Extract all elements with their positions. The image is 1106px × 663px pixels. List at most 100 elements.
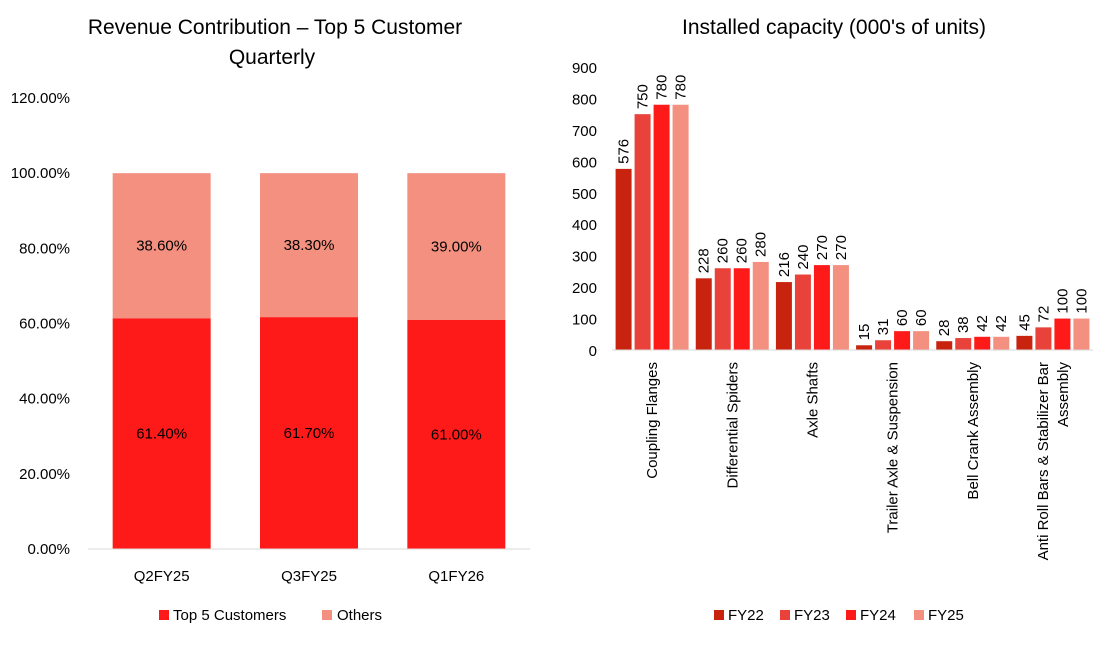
right-y-tick-label: 100 bbox=[572, 312, 597, 329]
right-bar-fy25-coupling-flanges bbox=[672, 104, 689, 350]
right-data-label: 270 bbox=[833, 235, 850, 260]
left-bar-top-5-customers-q2fy25 bbox=[112, 318, 211, 549]
left-y-tick-label: 80.00% bbox=[19, 240, 70, 257]
right-bar-fy24-coupling-flanges bbox=[653, 104, 670, 350]
left-chart-title-line-2: Quarterly bbox=[229, 46, 316, 69]
left-bar-top-5-customers-q3fy25 bbox=[260, 317, 358, 549]
left-y-axis: 0.00% 20.00% 40.00% 60.00% 80.00% 100.00% 120.… bbox=[11, 90, 70, 558]
right-x-axis: Coupling Flanges Differential Spiders Axle… bbox=[644, 362, 1072, 561]
legend-label-fy24: FY24 bbox=[860, 607, 896, 624]
right-data-label: 260 bbox=[734, 238, 751, 263]
right-y-tick-label: 0 bbox=[589, 343, 597, 360]
right-data-label: 60 bbox=[913, 309, 930, 326]
right-y-tick-label: 300 bbox=[572, 249, 597, 266]
right-legend: FY22 FY23 FY24 FY25 bbox=[714, 607, 964, 624]
right-bar-fy23-coupling-flanges bbox=[634, 114, 651, 351]
left-bar-others-q2fy25 bbox=[112, 173, 211, 319]
right-chart-title: Installed capacity (000's of units) bbox=[682, 16, 986, 39]
legend-swatch-fy22 bbox=[714, 610, 724, 620]
right-data-label: 780 bbox=[654, 75, 671, 100]
right-bar-fy25-trailer-axle-suspension bbox=[913, 331, 930, 350]
right-data-label: 750 bbox=[635, 84, 652, 109]
right-bar-fy23-anti-roll-bars-stabilizer-bar-assembly bbox=[1035, 327, 1052, 350]
right-data-label: 45 bbox=[1016, 314, 1033, 331]
left-y-tick-label: 20.00% bbox=[19, 466, 70, 483]
right-y-tick-label: 700 bbox=[572, 123, 597, 140]
right-y-tick-label: 400 bbox=[572, 217, 597, 234]
left-bars: 61.40% 38.60% 61.70% 38.30% 61.00% 39.00% bbox=[112, 173, 506, 549]
right-data-label: 60 bbox=[894, 309, 911, 326]
right-y-tick-label: 800 bbox=[572, 91, 597, 108]
right-data-label: 260 bbox=[715, 238, 732, 263]
legend-swatch-fy23 bbox=[780, 610, 790, 620]
right-data-label: 576 bbox=[616, 139, 633, 164]
right-bar-fy25-bell-crank-assembly bbox=[993, 336, 1010, 350]
left-y-tick-label: 0.00% bbox=[27, 541, 70, 558]
left-bar-top-5-customers-q1fy26 bbox=[407, 319, 506, 549]
legend-label-others: Others bbox=[337, 607, 382, 624]
right-data-label: 28 bbox=[936, 320, 953, 337]
right-data-label: 280 bbox=[753, 232, 770, 257]
right-bar-fy24-differential-spiders bbox=[733, 268, 750, 350]
left-data-label: 38.30% bbox=[284, 237, 335, 254]
left-data-label: 61.00% bbox=[431, 426, 482, 443]
right-data-label: 38 bbox=[955, 316, 972, 333]
right-x-tick-label: Axle Shafts bbox=[804, 362, 821, 438]
right-x-tick-label: Differential Spiders bbox=[724, 362, 741, 488]
legend-label-fy22: FY22 bbox=[728, 607, 764, 624]
right-bar-fy23-differential-spiders bbox=[714, 268, 731, 350]
right-bar-fy23-axle-shafts bbox=[794, 274, 811, 350]
right-bar-fy22-bell-crank-assembly bbox=[936, 341, 953, 350]
right-bar-fy22-differential-spiders bbox=[695, 278, 712, 350]
legend-swatch-top5 bbox=[159, 610, 169, 620]
right-y-tick-label: 900 bbox=[572, 60, 597, 77]
right-data-label: 42 bbox=[993, 315, 1010, 332]
right-data-label: 72 bbox=[1035, 306, 1052, 323]
left-data-label: 38.60% bbox=[136, 238, 187, 255]
left-y-tick-label: 60.00% bbox=[19, 316, 70, 333]
left-chart-title-line-1: Revenue Contribution – Top 5 Customer bbox=[88, 16, 462, 39]
right-bar-fy25-differential-spiders bbox=[752, 261, 769, 350]
legend-swatch-fy25 bbox=[914, 610, 924, 620]
right-y-tick-label: 600 bbox=[572, 154, 597, 171]
right-data-label: 15 bbox=[856, 324, 873, 341]
right-bar-fy22-coupling-flanges bbox=[615, 168, 632, 350]
right-x-tick-label: Coupling Flanges bbox=[644, 362, 661, 479]
left-y-tick-label: 40.00% bbox=[19, 391, 70, 408]
left-legend: Top 5 Customers Others bbox=[159, 607, 382, 624]
left-bar-others-q1fy26 bbox=[407, 173, 506, 320]
legend-swatch-fy24 bbox=[846, 610, 856, 620]
right-data-label: 216 bbox=[776, 252, 793, 277]
right-bar-fy23-trailer-axle-suspension bbox=[875, 340, 892, 350]
right-bar-fy24-bell-crank-assembly bbox=[974, 336, 991, 350]
right-data-label: 100 bbox=[1073, 289, 1090, 314]
left-x-tick-label: Q2FY25 bbox=[134, 568, 190, 585]
right-data-label: 100 bbox=[1054, 289, 1071, 314]
left-y-tick-label: 120.00% bbox=[11, 90, 70, 107]
right-data-label: 42 bbox=[974, 315, 991, 332]
right-y-tick-label: 200 bbox=[572, 280, 597, 297]
right-x-tick-label: Bell Crank Assembly bbox=[965, 362, 982, 500]
right-data-label: 240 bbox=[795, 245, 812, 270]
left-y-tick-label: 100.00% bbox=[11, 165, 70, 182]
right-y-tick-label: 500 bbox=[572, 186, 597, 203]
right-bar-fy24-trailer-axle-suspension bbox=[894, 331, 911, 350]
right-data-label: 780 bbox=[673, 75, 690, 100]
left-x-tick-label: Q1FY26 bbox=[428, 568, 484, 585]
legend-label-fy25: FY25 bbox=[928, 607, 964, 624]
right-data-label: 228 bbox=[696, 248, 713, 273]
left-x-axis: Q2FY25 Q3FY25 Q1FY26 bbox=[134, 568, 485, 585]
right-x-tick-label: Assembly bbox=[1055, 362, 1072, 428]
revenue-contribution-chart: Revenue Contribution – Top 5 Customer Qu… bbox=[11, 16, 530, 624]
legend-swatch-others bbox=[322, 610, 332, 620]
left-bar-others-q3fy25 bbox=[260, 173, 358, 318]
right-bar-fy25-axle-shafts bbox=[832, 265, 849, 350]
right-bar-fy22-anti-roll-bars-stabilizer-bar-assembly bbox=[1016, 335, 1033, 350]
right-bar-fy23-bell-crank-assembly bbox=[955, 338, 972, 350]
left-x-tick-label: Q3FY25 bbox=[281, 568, 337, 585]
legend-label-top5: Top 5 Customers bbox=[173, 607, 286, 624]
right-bar-fy24-axle-shafts bbox=[813, 265, 830, 350]
right-bar-fy25-anti-roll-bars-stabilizer-bar-assembly bbox=[1073, 318, 1090, 350]
